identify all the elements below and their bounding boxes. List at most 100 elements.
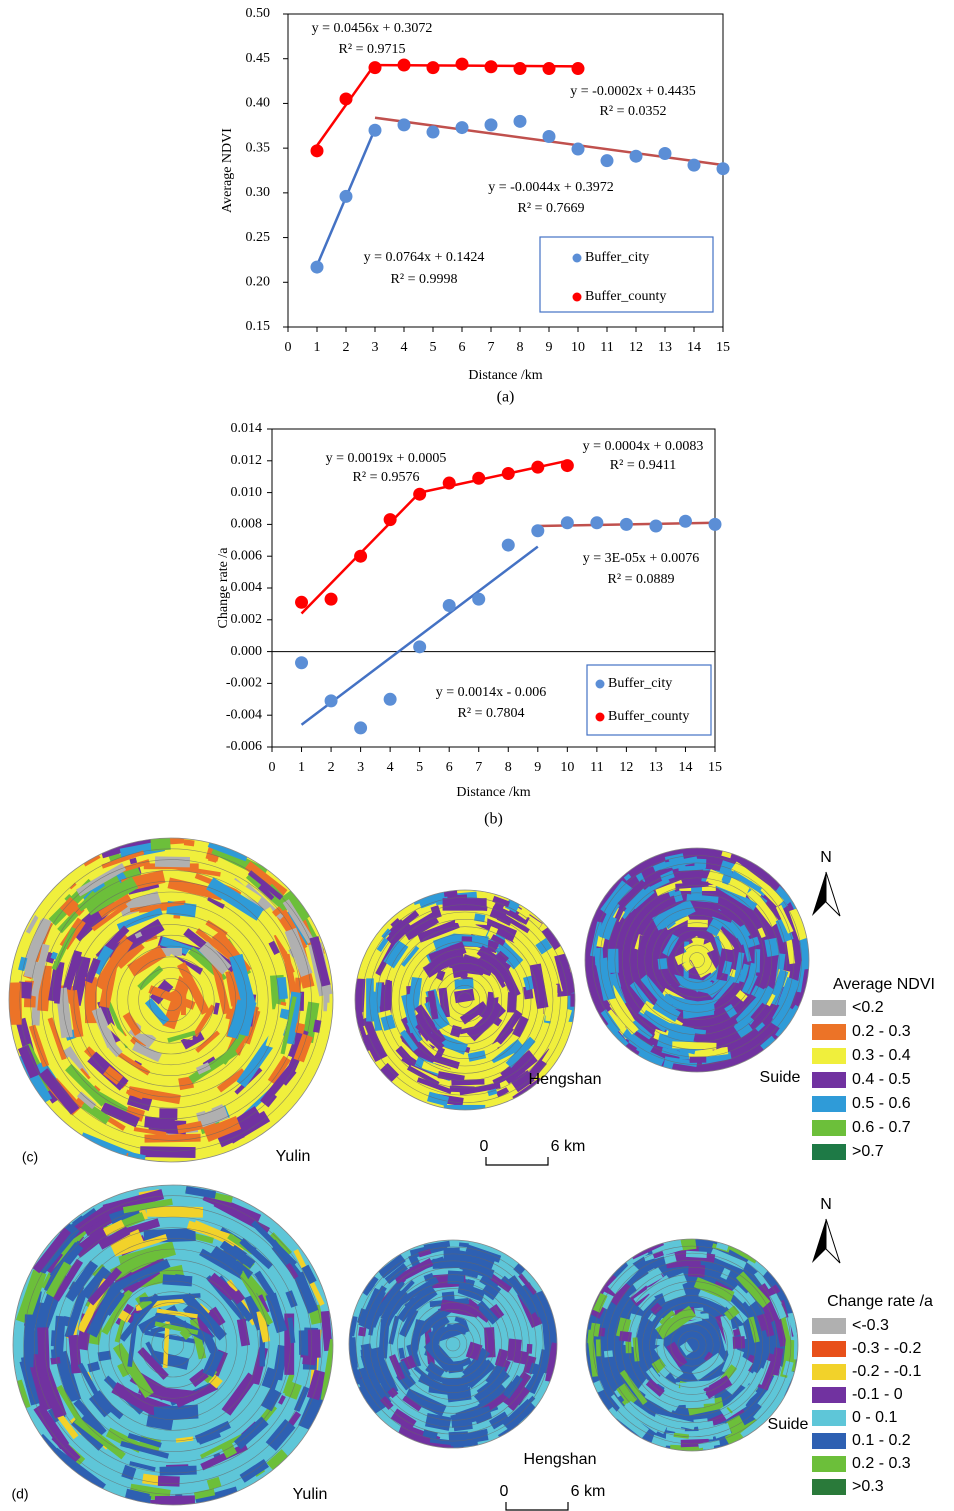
map-patch bbox=[447, 894, 468, 904]
map-patch bbox=[260, 1387, 282, 1412]
map-ring bbox=[599, 1252, 785, 1438]
map-patch bbox=[178, 1076, 194, 1091]
map-ring bbox=[384, 919, 546, 1081]
data-point bbox=[560, 516, 574, 530]
map-patch bbox=[206, 1476, 222, 1490]
map-patch bbox=[684, 1013, 726, 1023]
map-patch bbox=[204, 1306, 226, 1330]
data-point bbox=[354, 549, 368, 563]
map-patch bbox=[162, 1274, 193, 1287]
map-patch bbox=[495, 1024, 514, 1045]
map-patch bbox=[146, 1414, 174, 1431]
legend-swatch bbox=[812, 1456, 846, 1472]
map-ring bbox=[108, 1280, 238, 1410]
x-tick-label: 2 bbox=[343, 340, 350, 355]
map-patch bbox=[732, 1336, 746, 1349]
map-ring bbox=[428, 963, 502, 1037]
trend-equation: R² = 0.9715 bbox=[339, 42, 406, 57]
map-patch bbox=[769, 1293, 787, 1320]
map-disc bbox=[13, 1185, 333, 1505]
map-patch bbox=[52, 1315, 66, 1359]
scale-end: 6 km bbox=[571, 1483, 606, 1500]
map-patch bbox=[697, 1420, 715, 1434]
x-tick-label: 7 bbox=[475, 760, 482, 775]
trend-equation: y = -0.0044x + 0.3972 bbox=[488, 180, 613, 195]
map-patch bbox=[282, 1373, 295, 1395]
map-patch bbox=[185, 1186, 217, 1199]
map-patch bbox=[447, 1270, 465, 1285]
site-label: Yulin bbox=[276, 1148, 311, 1165]
map-patch bbox=[200, 1443, 248, 1471]
map-patch bbox=[721, 1347, 745, 1377]
map-patch bbox=[425, 1361, 445, 1380]
map-patch bbox=[750, 873, 784, 907]
map-patch bbox=[209, 1038, 223, 1052]
map-patch bbox=[278, 1395, 286, 1405]
map-patch bbox=[128, 1073, 142, 1086]
map-patch bbox=[647, 1312, 657, 1322]
map-patch bbox=[450, 1357, 472, 1371]
y-tick-label: 0.25 bbox=[246, 230, 271, 245]
map-patch bbox=[301, 1264, 317, 1285]
map-patch bbox=[650, 1302, 663, 1315]
map-patch bbox=[518, 908, 530, 920]
map-patch bbox=[137, 965, 164, 991]
map-patch bbox=[459, 1082, 501, 1096]
map-patch bbox=[379, 1062, 400, 1083]
map-patch bbox=[355, 978, 366, 1013]
map-patch bbox=[481, 1280, 502, 1301]
map-patch bbox=[686, 893, 719, 903]
map-patch bbox=[83, 854, 101, 867]
map-patch bbox=[129, 857, 138, 865]
trend-equation: y = 0.0019x + 0.0005 bbox=[326, 451, 447, 466]
map-patch bbox=[541, 925, 563, 951]
trend-equation: y = -0.0002x + 0.4435 bbox=[570, 84, 695, 99]
map-patch bbox=[108, 1042, 123, 1058]
map-ring bbox=[95, 924, 247, 1076]
map-patch bbox=[693, 1277, 735, 1302]
map-patch bbox=[665, 1386, 707, 1402]
map-ring bbox=[670, 1323, 714, 1367]
x-tick-label: 0 bbox=[285, 340, 292, 355]
map-patch bbox=[162, 1321, 170, 1368]
legend-marker bbox=[595, 712, 605, 722]
x-tick-label: 14 bbox=[687, 340, 701, 355]
legend-label: 0.2 - 0.3 bbox=[852, 1023, 911, 1040]
x-tick-label: 12 bbox=[619, 760, 633, 775]
map-patch bbox=[753, 1391, 779, 1421]
map-patch bbox=[545, 1342, 557, 1383]
scale-end: 6 km bbox=[551, 1138, 586, 1155]
legend-label: -0.2 - -0.1 bbox=[852, 1363, 921, 1380]
data-point bbox=[484, 118, 498, 132]
map-patch bbox=[177, 961, 210, 1015]
map-patch bbox=[127, 945, 167, 977]
map-patch bbox=[211, 962, 231, 1015]
x-tick-label: 7 bbox=[488, 340, 495, 355]
map-patch bbox=[642, 1026, 654, 1037]
map-patch bbox=[651, 978, 664, 993]
data-point bbox=[397, 118, 411, 132]
map-patch bbox=[112, 1048, 151, 1076]
map-patch bbox=[110, 1258, 171, 1293]
y-axis-title: Change rate /a bbox=[216, 547, 231, 629]
map-ring bbox=[684, 1337, 700, 1353]
map-ring bbox=[613, 1266, 771, 1424]
map-patch bbox=[738, 963, 750, 983]
scale-bar bbox=[505, 1502, 569, 1511]
map-ring bbox=[607, 870, 787, 1050]
map-ring bbox=[411, 1302, 495, 1386]
map-patch bbox=[146, 1205, 204, 1218]
legend-swatch bbox=[812, 1048, 846, 1064]
map-patch bbox=[144, 1133, 201, 1143]
map-patch bbox=[775, 904, 794, 934]
map-patch bbox=[238, 1270, 274, 1326]
map-patch bbox=[251, 1220, 297, 1267]
map-ring bbox=[55, 1227, 291, 1463]
map-patch bbox=[607, 1262, 639, 1295]
map-patch bbox=[619, 1330, 632, 1342]
x-tick-label: 1 bbox=[314, 340, 321, 355]
data-point bbox=[413, 487, 427, 501]
scale-bar bbox=[485, 1157, 549, 1166]
map-patch bbox=[493, 900, 530, 925]
map-patch bbox=[428, 1384, 467, 1397]
